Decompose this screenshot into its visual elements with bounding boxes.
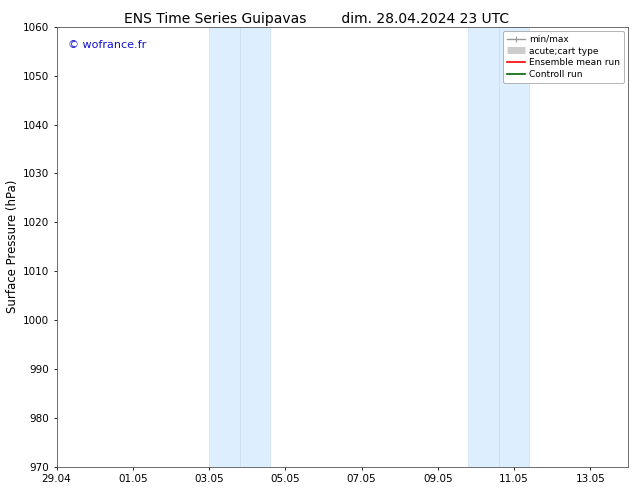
Legend: min/max, acute;cart type, Ensemble mean run, Controll run: min/max, acute;cart type, Ensemble mean … (503, 31, 624, 83)
Text: ENS Time Series Guipavas        dim. 28.04.2024 23 UTC: ENS Time Series Guipavas dim. 28.04.2024… (124, 12, 510, 26)
Bar (499, 27, 529, 467)
Y-axis label: Surface Pressure (hPa): Surface Pressure (hPa) (6, 180, 18, 314)
Bar (240, 27, 270, 467)
Bar (209, 27, 240, 467)
Bar (469, 27, 499, 467)
Text: © wofrance.fr: © wofrance.fr (68, 40, 146, 50)
